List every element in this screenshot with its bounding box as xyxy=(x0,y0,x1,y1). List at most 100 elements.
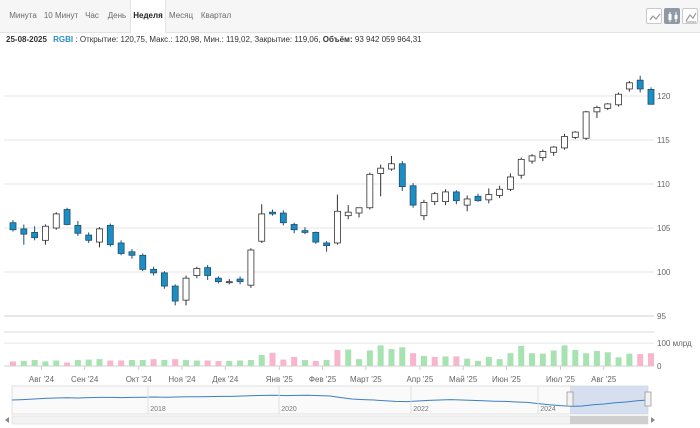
candle-body[interactable] xyxy=(517,158,525,176)
scroll-left-arrow-icon[interactable] xyxy=(5,417,9,423)
candle-body[interactable] xyxy=(431,193,439,202)
candle-body[interactable] xyxy=(117,242,125,254)
candle-body[interactable] xyxy=(279,212,287,224)
candle-body[interactable] xyxy=(31,231,39,239)
candle-body[interactable] xyxy=(150,268,157,274)
candle-body[interactable] xyxy=(593,107,601,113)
candle-body[interactable] xyxy=(42,225,49,241)
volume-bar xyxy=(150,359,157,366)
candle-body[interactable] xyxy=(582,111,590,139)
candle-body[interactable] xyxy=(420,202,428,217)
candle-body[interactable] xyxy=(366,173,374,209)
candle-body[interactable] xyxy=(636,79,644,90)
candle-body[interactable] xyxy=(236,278,244,283)
navigator-year-label: 2024 xyxy=(540,406,556,413)
candle-body[interactable] xyxy=(193,268,201,276)
candle-body[interactable] xyxy=(539,151,547,159)
candle-body[interactable] xyxy=(247,249,255,286)
navigator-handle[interactable] xyxy=(566,391,574,407)
navigator[interactable]: 2018 2020 2022 2024 xyxy=(5,385,655,425)
price-tick-label: 110 xyxy=(657,180,670,189)
candlestick-chart-tool[interactable] xyxy=(664,8,680,24)
volume-bar xyxy=(247,360,254,366)
candle-body[interactable] xyxy=(85,234,93,241)
volume-tick-label: 100 млрд xyxy=(657,339,692,348)
candle-body[interactable] xyxy=(561,136,568,149)
candle-body[interactable] xyxy=(528,155,536,162)
candle-body[interactable] xyxy=(474,195,482,202)
tab-quarter[interactable]: Квартал xyxy=(200,11,232,20)
candle-body[interactable] xyxy=(301,230,309,233)
candle-body[interactable] xyxy=(398,163,406,188)
volume-bar xyxy=(637,354,644,366)
candle-body[interactable] xyxy=(312,231,320,243)
volume-bar xyxy=(269,352,276,366)
volume-bar xyxy=(583,353,590,366)
candle-body[interactable] xyxy=(128,251,136,256)
candle-body[interactable] xyxy=(171,285,179,302)
volume-bar xyxy=(453,356,460,366)
navigator-scrollbar-track[interactable] xyxy=(11,415,649,425)
candle-body[interactable] xyxy=(388,163,395,170)
volume-bar xyxy=(323,360,330,366)
candle-body[interactable] xyxy=(496,188,504,196)
candle-body[interactable] xyxy=(258,213,266,242)
candle-body[interactable] xyxy=(571,131,579,138)
candle-body[interactable] xyxy=(9,222,17,231)
candle-body[interactable] xyxy=(463,198,471,206)
price-tick-label: 105 xyxy=(657,224,671,233)
navigator-window[interactable] xyxy=(570,386,648,414)
candle-body[interactable] xyxy=(182,277,190,301)
volume-bar xyxy=(496,359,503,366)
month-tick-label: Апр '25 xyxy=(407,375,434,384)
candle-body[interactable] xyxy=(204,267,212,276)
scroll-right-arrow-icon[interactable] xyxy=(651,417,655,423)
candle-body[interactable] xyxy=(344,211,352,217)
candle-body[interactable] xyxy=(52,213,60,229)
candle-body[interactable] xyxy=(604,103,612,109)
candle-body[interactable] xyxy=(550,146,558,153)
candle-body[interactable] xyxy=(139,254,147,270)
candle-body[interactable] xyxy=(442,191,449,202)
candle-body[interactable] xyxy=(160,272,168,287)
line-chart-tool[interactable] xyxy=(646,8,662,24)
candle-body[interactable] xyxy=(74,224,82,234)
month-tick-label: Июн '25 xyxy=(492,375,521,384)
bar-chart-tool[interactable] xyxy=(682,8,698,24)
month-tick-label: Май '25 xyxy=(449,375,478,384)
candle-body[interactable] xyxy=(106,224,114,246)
tab-week[interactable]: Неделя xyxy=(130,0,166,33)
candle-body[interactable] xyxy=(409,185,417,206)
candle-body[interactable] xyxy=(334,210,341,244)
candle-body[interactable] xyxy=(647,89,655,105)
tab-hour[interactable]: Час xyxy=(85,11,99,20)
month-tick-label: Сен '24 xyxy=(71,375,99,384)
quote-info-line: 25-08-2025 RGBI : Открытие: 120,75, Макс… xyxy=(6,35,422,44)
tab-month[interactable]: Месяц xyxy=(168,11,194,20)
candle-body[interactable] xyxy=(290,224,298,231)
month-tick-label: Янв '25 xyxy=(266,375,294,384)
tab-minute[interactable]: Минута xyxy=(9,11,37,20)
candle-body[interactable] xyxy=(269,211,276,215)
volume-bar xyxy=(507,353,514,366)
candle-body[interactable] xyxy=(96,228,103,243)
candle-body[interactable] xyxy=(377,167,385,174)
navigator-handle[interactable] xyxy=(644,391,652,407)
candle-body[interactable] xyxy=(485,194,493,201)
candle-body[interactable] xyxy=(507,176,514,190)
candle-body[interactable] xyxy=(615,93,622,106)
navigator-scrollbar-thumb[interactable] xyxy=(570,416,648,424)
ticker-symbol[interactable]: RGBI xyxy=(53,35,74,44)
tab-day[interactable]: День xyxy=(107,11,127,20)
candle-body[interactable] xyxy=(215,277,222,283)
candle-body[interactable] xyxy=(20,228,28,235)
candle-body[interactable] xyxy=(225,281,233,284)
candle-body[interactable] xyxy=(452,191,460,202)
candle-body[interactable] xyxy=(63,209,71,225)
tab-10-minutes[interactable]: 10 Минут xyxy=(43,11,79,20)
candle-body[interactable] xyxy=(323,242,330,247)
candle-body[interactable] xyxy=(355,207,363,214)
quote-date: 25-08-2025 xyxy=(6,35,47,44)
candle-body[interactable] xyxy=(625,82,633,90)
